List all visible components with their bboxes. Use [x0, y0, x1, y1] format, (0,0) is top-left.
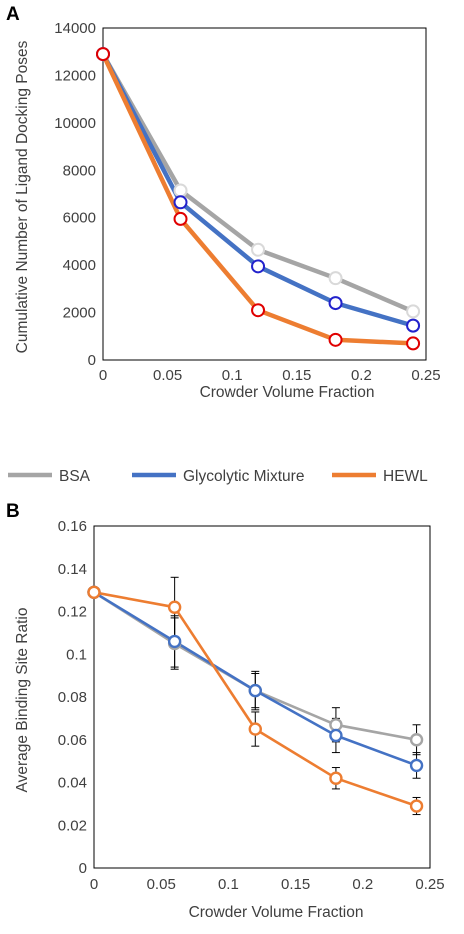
panel-b-y-tick-label: 0.1	[66, 646, 87, 663]
panel-b-data-point-glycolytic-mixture	[248, 683, 262, 698]
panel-a-y-axis-title: Cumulative Number of Ligand Docking Pose…	[14, 40, 31, 353]
panel-a-plot: 0 2000 4000 6000 8000 10000 12000 14000 0 0.05 0.1…	[54, 20, 440, 384]
panel-a-data-point-hewl	[251, 303, 266, 318]
panel-b-data-point-hewl	[167, 600, 182, 614]
panel-b-data-point-glycolytic-mixture	[409, 758, 424, 773]
panel-a-y-tick-label: 4000	[63, 257, 96, 274]
panel-b-plot-frame	[93, 525, 431, 869]
panel-a-x-tick-label: 0.05	[153, 367, 182, 384]
panel-b-x-tick-label: 0.15	[281, 876, 310, 893]
panel-b-data-point-bsa	[329, 718, 343, 732]
panel-a-y-tick-label: 6000	[63, 210, 96, 227]
panel-b-x-tick-label: 0.2	[352, 876, 373, 893]
panel-a-data-point-bsa	[406, 304, 421, 319]
panel-a-y-tick-label: 8000	[63, 162, 96, 179]
panel-a-y-tick-label: 0	[88, 352, 96, 369]
panel-b-x-tick-label: 0.1	[218, 876, 239, 893]
panel-b-plot: 0 0.02 0.04 0.06 0.08 0.1 0.12 0.14 0.16 0 0.05 0.1…	[58, 518, 445, 893]
panel-b-y-tick-label: 0.02	[58, 817, 87, 834]
panel-a-x-tick-label: 0	[99, 367, 107, 384]
panel-a-data-point-glycolytic-mixture	[406, 318, 421, 333]
panel-a-data-point-hewl	[328, 332, 343, 347]
panel-a-series-line-glycolytic-mixture	[100, 51, 416, 328]
panel-b-letter: B	[6, 501, 20, 522]
panel-b-data-point-hewl	[248, 722, 262, 736]
panel-a-data-point-glycolytic-mixture	[173, 195, 188, 210]
panel-a-data-point-glycolytic-mixture	[328, 296, 343, 311]
panel-b-data-point-glycolytic-mixture	[167, 634, 182, 649]
panel-b-data-point-hewl	[87, 585, 101, 599]
panel-a-data-point-glycolytic-mixture	[251, 259, 266, 274]
legend-label-hewl: HEWL	[383, 468, 428, 485]
panel-a-data-point-hewl	[96, 47, 110, 62]
panel-a-x-tick-label: 0.25	[411, 367, 440, 384]
legend-label-bsa: BSA	[59, 468, 91, 485]
panel-b-x-axis-title: Crowder Volume Fraction	[189, 904, 364, 921]
legend-label-glycolytic-mixture: Glycolytic Mixture	[183, 468, 304, 485]
panel-b-data-point-hewl	[409, 799, 424, 813]
legend: BSA Glycolytic Mixture HEWL	[8, 468, 428, 485]
panel-a-data-point-hewl	[173, 211, 188, 226]
panel-b: B Average Binding Site Ratio Crowder Vol…	[6, 501, 445, 921]
panel-a-data-point-hewl	[406, 336, 421, 351]
panel-b-data-point-glycolytic-mixture	[329, 728, 343, 743]
panel-b-y-tick-label: 0.16	[58, 518, 87, 535]
panel-a-y-tick-label: 2000	[63, 305, 96, 322]
panel-b-x-tick-label: 0.25	[415, 876, 444, 893]
panel-a-x-tick-label: 0.2	[351, 367, 372, 384]
panel-a-x-tick-label: 0.1	[222, 367, 243, 384]
panel-b-y-tick-label: 0.12	[58, 604, 87, 621]
panel-b-y-tick-label: 0.04	[58, 775, 87, 792]
panel-b-x-tick-label: 0	[90, 876, 98, 893]
panel-b-x-tick-label: 0.05	[147, 876, 176, 893]
panel-a-y-tick-label: 10000	[54, 115, 96, 132]
panel-a: A Cumulative Number of Ligand Docking Po…	[6, 4, 441, 401]
panel-b-data-point-bsa	[409, 733, 424, 747]
panel-a-data-point-bsa	[328, 271, 343, 286]
panel-a-plot-frame	[102, 27, 427, 361]
panel-a-letter: A	[6, 4, 20, 25]
panel-b-y-tick-label: 0.14	[58, 561, 87, 578]
panel-b-data-point-hewl	[329, 771, 343, 785]
panel-a-x-axis-title: Crowder Volume Fraction	[200, 384, 375, 401]
panel-a-data-point-bsa	[173, 183, 188, 198]
panel-b-y-tick-label: 0.08	[58, 689, 87, 706]
panel-b-y-axis-title: Average Binding Site Ratio	[14, 608, 31, 793]
panel-a-x-tick-label: 0.15	[282, 367, 311, 384]
panel-b-y-tick-label: 0	[79, 860, 87, 877]
panel-a-y-tick-label: 12000	[54, 67, 96, 84]
panel-a-y-tick-label: 14000	[54, 20, 96, 37]
panel-a-series-line-hewl	[100, 51, 416, 346]
panel-a-data-point-bsa	[251, 242, 266, 257]
panel-b-y-tick-label: 0.06	[58, 732, 87, 749]
